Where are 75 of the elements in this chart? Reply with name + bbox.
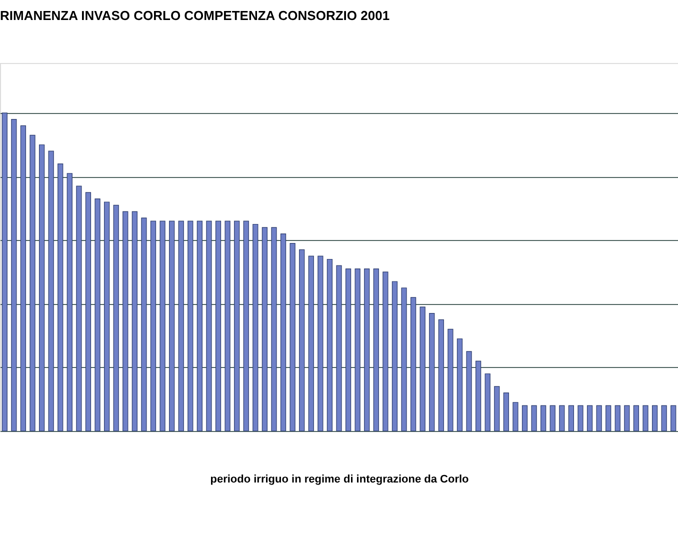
bar <box>401 288 407 432</box>
bar <box>606 405 612 432</box>
bar <box>550 405 556 432</box>
bar <box>178 220 184 432</box>
bar <box>586 405 593 432</box>
bar <box>94 198 100 432</box>
bar <box>476 360 482 432</box>
bar <box>122 211 128 432</box>
bar <box>578 405 584 432</box>
bar <box>141 218 147 432</box>
bar <box>224 220 230 432</box>
bar <box>364 268 370 432</box>
bar <box>392 281 398 432</box>
bar <box>206 220 212 432</box>
bar <box>188 220 194 432</box>
bar <box>58 164 64 432</box>
bar <box>30 134 36 432</box>
bar <box>540 405 546 432</box>
bar <box>326 258 333 432</box>
bar <box>2 112 8 432</box>
bar <box>66 173 72 432</box>
bar <box>308 256 314 432</box>
bar <box>531 405 537 432</box>
bar <box>299 249 305 432</box>
bar <box>318 256 324 432</box>
bar <box>48 150 54 432</box>
bar <box>215 220 222 432</box>
bar <box>466 351 472 432</box>
bar <box>382 272 388 432</box>
bar <box>559 405 565 432</box>
bar <box>420 306 426 432</box>
bar <box>494 386 500 432</box>
bar <box>438 319 444 432</box>
bar <box>169 220 175 432</box>
bar <box>150 220 156 432</box>
bar <box>234 220 240 432</box>
bar <box>252 224 258 432</box>
bar <box>512 402 518 432</box>
bar <box>160 220 166 432</box>
bar <box>290 243 296 432</box>
bar <box>484 373 490 432</box>
bar <box>76 186 82 432</box>
bar <box>456 338 463 432</box>
bar <box>345 268 352 432</box>
bar <box>373 268 379 432</box>
bar <box>624 405 630 432</box>
chart-title: RIMANENZA INVASO CORLO COMPETENZA CONSORZIO 2001 <box>0 8 390 23</box>
bar <box>596 405 602 432</box>
bar <box>642 405 648 432</box>
bar <box>670 405 676 432</box>
x-axis-title: periodo irriguo in regime di integrazione da Corlo <box>210 474 470 486</box>
bar <box>661 405 667 432</box>
bar <box>85 192 92 432</box>
bar <box>354 268 360 432</box>
bar <box>652 405 658 432</box>
bar <box>448 328 454 432</box>
bar <box>522 405 528 432</box>
bar <box>568 405 574 432</box>
bar <box>336 265 342 432</box>
bar <box>262 227 268 432</box>
bar <box>280 234 286 432</box>
bar <box>410 297 416 432</box>
bar <box>614 405 620 432</box>
bar <box>633 405 640 432</box>
bar <box>429 313 435 432</box>
bar <box>113 204 119 432</box>
bar <box>196 220 202 432</box>
bar <box>271 227 277 432</box>
bar <box>20 125 26 432</box>
bar <box>38 144 45 432</box>
bar <box>243 220 249 432</box>
bar <box>11 118 17 432</box>
bar <box>104 202 110 432</box>
bar <box>503 392 509 432</box>
bar <box>132 211 138 432</box>
